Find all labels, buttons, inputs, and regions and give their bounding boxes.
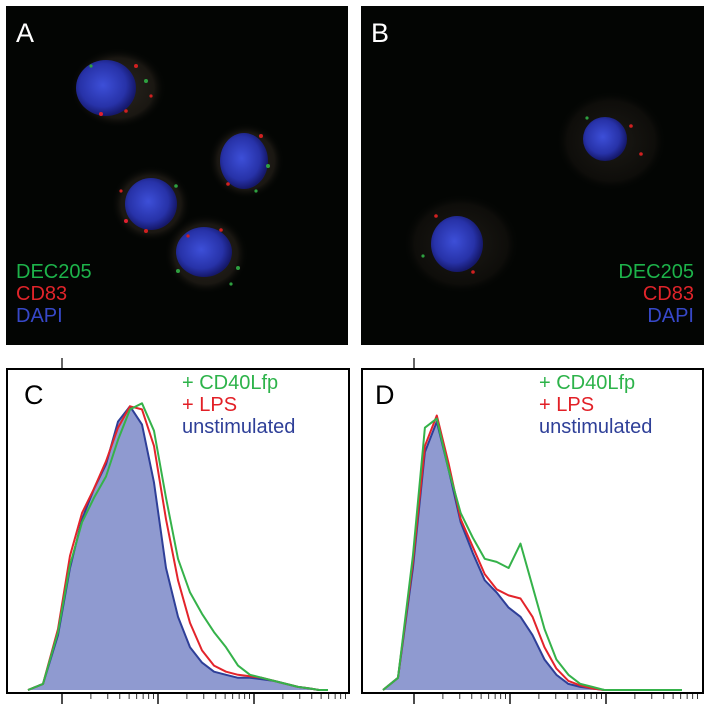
cell-4 xyxy=(164,214,248,294)
panel-b-legend: DEC205 CD83 DAPI xyxy=(618,261,694,327)
panel-a-image xyxy=(70,48,284,294)
legend-dec205: DEC205 xyxy=(16,261,92,283)
cell-b-1 xyxy=(556,91,666,191)
series-line-cd40lfp xyxy=(382,417,682,691)
legend-cd40lfp: + CD40Lfp xyxy=(539,372,636,394)
legend-cd40lfp: + CD40Lfp xyxy=(182,372,279,394)
series-line-cd40lfp xyxy=(27,402,328,691)
legend-lps: + LPS xyxy=(182,394,238,416)
panel-b-micrograph: B DEC205 CD83 DAPI xyxy=(361,6,704,345)
top-ticks xyxy=(61,358,415,370)
panel-c-legend: + CD40Lfp + LPS unstimulated xyxy=(182,372,295,438)
panel-b-label: B xyxy=(371,18,390,48)
histogram-c-plot xyxy=(27,402,328,691)
legend-unstimulated: unstimulated xyxy=(539,416,653,438)
legend-cd83: CD83 xyxy=(642,283,694,305)
series-fill-unstimulated xyxy=(28,406,328,690)
panel-a-micrograph: A DEC205 CD83 DAPI xyxy=(6,6,348,345)
legend-dapi: DAPI xyxy=(647,305,694,327)
panel-a-label: A xyxy=(16,18,35,48)
legend-dapi: DAPI xyxy=(16,305,63,327)
legend-cd83: CD83 xyxy=(16,283,68,305)
cell-2 xyxy=(208,123,284,199)
panel-d-label: D xyxy=(375,380,395,410)
panel-c-label: C xyxy=(24,380,44,410)
cell-3 xyxy=(111,166,191,242)
panel-c-histogram: C + CD40Lfp + LPS unstimulated xyxy=(6,368,350,694)
legend-unstimulated: unstimulated xyxy=(182,416,296,438)
panel-d-histogram: D + CD40Lfp + LPS unstimulated xyxy=(361,368,704,694)
cell-1 xyxy=(70,48,166,128)
histogram-d-plot xyxy=(382,414,682,691)
cell-b-2 xyxy=(403,194,519,294)
panel-b-image xyxy=(403,91,666,294)
series-fill-unstimulated xyxy=(383,421,682,690)
legend-dec205: DEC205 xyxy=(618,261,694,283)
panel-a-legend: DEC205 CD83 DAPI xyxy=(16,261,92,327)
legend-lps: + LPS xyxy=(539,394,595,416)
bottom-axis-ticks xyxy=(61,694,699,704)
panel-d-legend: + CD40Lfp + LPS unstimulated xyxy=(539,372,652,438)
